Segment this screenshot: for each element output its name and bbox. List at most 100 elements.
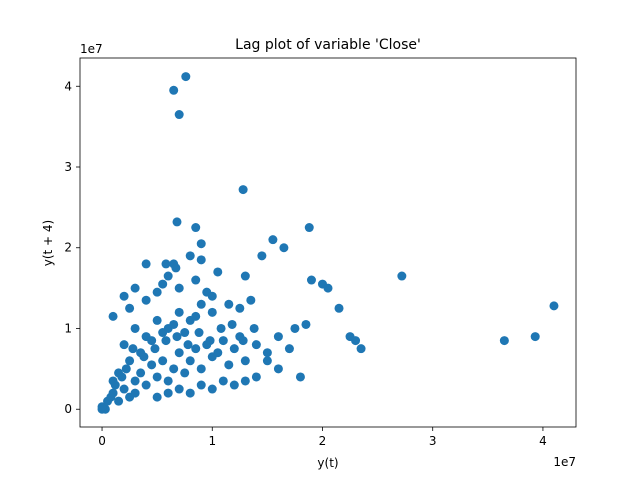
data-point	[163, 376, 173, 386]
y-tick-label: 2	[64, 241, 72, 255]
data-point	[196, 364, 206, 374]
data-point	[216, 323, 226, 333]
data-point	[130, 283, 140, 293]
data-point	[114, 396, 124, 406]
data-point	[249, 323, 259, 333]
chart-title: Lag plot of variable 'Close'	[235, 37, 421, 53]
data-point	[150, 344, 160, 354]
data-point	[229, 380, 239, 390]
data-point	[227, 319, 237, 329]
data-point	[207, 291, 217, 301]
data-point	[213, 267, 223, 277]
data-point	[125, 303, 135, 313]
data-point	[108, 376, 118, 386]
data-point	[169, 364, 179, 374]
data-point	[207, 307, 217, 317]
data-point	[181, 72, 191, 82]
data-point	[185, 388, 195, 398]
data-point	[130, 388, 140, 398]
data-point	[180, 328, 190, 338]
data-point	[171, 263, 181, 273]
data-point	[152, 287, 162, 297]
data-point	[240, 271, 250, 281]
data-point	[235, 303, 245, 313]
y-axis-offset-label: 1e7	[80, 42, 103, 56]
data-point	[125, 356, 135, 366]
x-tick-label: 2	[319, 434, 327, 448]
data-point	[205, 336, 215, 346]
data-point	[158, 328, 168, 338]
data-point	[397, 271, 407, 281]
scatter-points	[97, 72, 559, 414]
data-point	[334, 303, 344, 313]
data-point	[174, 348, 184, 358]
data-point	[174, 110, 184, 120]
data-point	[196, 299, 206, 309]
data-point	[147, 336, 157, 346]
data-point	[174, 307, 184, 317]
data-point	[273, 332, 283, 342]
data-point	[152, 372, 162, 382]
data-point	[169, 85, 179, 95]
data-point	[152, 392, 162, 402]
x-tick-label: 4	[539, 434, 547, 448]
data-point	[114, 368, 124, 378]
data-point	[549, 301, 559, 311]
data-point	[191, 223, 201, 233]
data-point	[130, 376, 140, 386]
data-point	[172, 332, 182, 342]
data-point	[196, 239, 206, 249]
data-point	[108, 311, 118, 321]
data-point	[97, 402, 107, 412]
data-point	[191, 275, 201, 285]
data-point	[273, 364, 283, 374]
x-axis-offset-label: 1e7	[553, 455, 576, 469]
data-point	[229, 344, 239, 354]
plot-frame	[79, 57, 577, 428]
data-point	[238, 336, 248, 346]
data-point	[147, 360, 157, 370]
data-point	[174, 283, 184, 293]
data-point	[163, 271, 173, 281]
data-point	[194, 328, 204, 338]
data-point	[136, 368, 146, 378]
y-tick-label: 0	[64, 402, 72, 416]
x-tick-label: 1	[208, 434, 216, 448]
data-point	[262, 348, 272, 358]
data-point	[295, 372, 305, 382]
data-point	[207, 384, 217, 394]
data-point	[279, 243, 289, 253]
data-point	[262, 356, 272, 366]
data-point	[119, 384, 129, 394]
data-point	[268, 235, 278, 245]
data-point	[240, 356, 250, 366]
data-point	[530, 332, 540, 342]
data-point	[161, 259, 171, 269]
x-axis-ticks: 0 1 2 3 4	[98, 427, 547, 448]
data-point	[351, 336, 361, 346]
data-point	[141, 259, 151, 269]
data-point	[119, 291, 129, 301]
data-point	[172, 217, 182, 227]
data-point	[180, 368, 190, 378]
data-point	[185, 356, 195, 366]
y-tick-label: 4	[64, 79, 72, 93]
data-point	[191, 311, 201, 321]
data-point	[251, 340, 261, 350]
data-point	[174, 384, 184, 394]
data-point	[218, 376, 228, 386]
data-point	[356, 344, 366, 354]
data-point	[238, 185, 248, 195]
y-axis-label: y(t + 4)	[41, 220, 55, 267]
data-point	[304, 223, 314, 233]
plot-area	[80, 58, 576, 427]
data-point	[108, 388, 118, 398]
data-point	[141, 295, 151, 305]
data-point	[218, 336, 228, 346]
data-point	[290, 323, 300, 333]
y-tick-label: 1	[64, 321, 72, 335]
data-point	[152, 315, 162, 325]
data-point	[246, 295, 256, 305]
data-point	[128, 344, 138, 354]
data-point	[130, 323, 140, 333]
